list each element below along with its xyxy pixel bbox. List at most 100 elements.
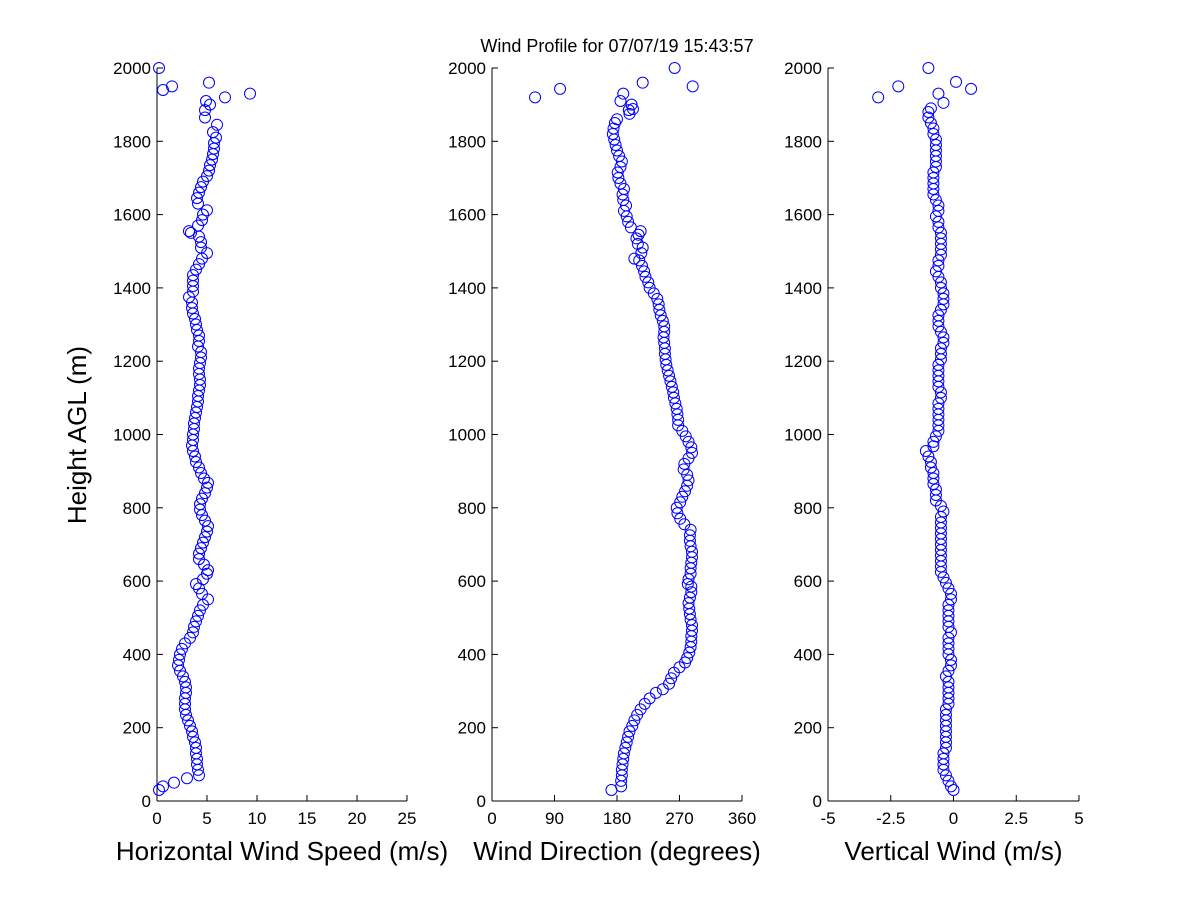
data-point <box>190 741 202 754</box>
data-point <box>652 298 665 311</box>
data-point <box>244 87 256 100</box>
data-point <box>649 686 662 699</box>
data-point <box>184 631 196 644</box>
data-point <box>934 276 947 289</box>
data-point <box>190 615 202 628</box>
data-point <box>668 62 681 74</box>
y-tick-label: 400 <box>794 645 822 664</box>
data-point <box>932 254 945 267</box>
data-point <box>934 347 947 360</box>
y-tick-label: 1800 <box>784 132 822 151</box>
data-point <box>194 498 206 511</box>
data-point <box>944 587 957 600</box>
y-tick-label: 1000 <box>113 426 151 445</box>
data-point <box>622 104 635 117</box>
data-point <box>927 466 940 479</box>
data-point <box>190 455 202 468</box>
data-point <box>609 138 622 151</box>
data-point <box>942 637 955 650</box>
data-point <box>665 380 678 393</box>
data-point <box>927 166 940 179</box>
data-point <box>628 714 641 727</box>
data-point <box>190 318 202 331</box>
data-point <box>942 604 955 617</box>
data-point <box>554 82 567 95</box>
chart-panel-1: 0 200 400 600 800 1000 1200 1400 1600 1800 2000 0 5 1… <box>113 59 448 866</box>
data-point <box>636 259 648 272</box>
chart-panel-3: 0 200 400 600 800 1000 1200 1400 1600 1800 2000 -5 -… <box>784 59 1084 866</box>
data-point <box>927 127 940 140</box>
data-point <box>157 780 169 793</box>
data-point <box>663 677 676 690</box>
x-tick-label: 270 <box>665 809 693 828</box>
data-point <box>950 75 963 88</box>
data-point <box>942 774 955 787</box>
data-point <box>681 652 694 665</box>
data-point <box>934 281 947 294</box>
data-point <box>924 461 937 474</box>
data-point <box>934 226 947 239</box>
data-point <box>932 204 945 217</box>
y-tick-label: 600 <box>794 572 822 591</box>
x-tick-label: 20 <box>348 809 367 828</box>
data-point <box>199 111 211 124</box>
data-point <box>937 96 950 109</box>
data-point <box>195 236 207 249</box>
data-point <box>643 281 656 294</box>
data-point <box>942 681 955 694</box>
data-point <box>924 116 937 129</box>
data-point <box>939 576 952 589</box>
y-tick-label: 600 <box>123 572 151 591</box>
data-point <box>199 531 211 544</box>
x-tick-label: 5 <box>1074 809 1083 828</box>
data-point <box>193 258 205 271</box>
data-point <box>932 358 945 371</box>
data-point <box>922 111 935 124</box>
data-point <box>929 483 942 496</box>
data-point <box>204 98 216 111</box>
data-point <box>153 784 165 797</box>
x-tick-label: 0 <box>487 809 496 828</box>
y-tick-label: 400 <box>458 645 486 664</box>
y-tick-label: 400 <box>123 645 151 664</box>
data-point <box>932 87 945 100</box>
data-point <box>932 402 945 415</box>
data-point <box>190 263 202 276</box>
data-point <box>927 122 940 135</box>
data-point <box>202 476 214 489</box>
y-tick-label: 1600 <box>448 206 486 225</box>
data-point <box>183 225 195 238</box>
data-point <box>947 784 960 797</box>
x-tick-label: 15 <box>298 809 317 828</box>
y-tick-label: 800 <box>123 499 151 518</box>
x-axis-label: Vertical Wind (m/s) <box>844 836 1062 866</box>
data-point <box>682 435 695 448</box>
data-point <box>929 133 942 146</box>
data-point <box>937 292 950 305</box>
y-tick-label: 1400 <box>448 279 486 298</box>
data-point <box>193 186 205 199</box>
data-point <box>166 80 178 93</box>
data-point <box>181 772 193 785</box>
data-point <box>193 547 205 560</box>
data-point <box>196 492 208 505</box>
data-point <box>203 76 215 89</box>
data-point <box>872 91 885 104</box>
data-point <box>620 199 633 212</box>
data-point <box>176 642 188 655</box>
data-point <box>927 435 940 448</box>
x-tick-label: 90 <box>545 809 564 828</box>
data-point <box>686 446 698 459</box>
data-point <box>185 226 197 239</box>
x-tick-label: 0 <box>152 809 161 828</box>
data-point <box>927 171 940 184</box>
figure-title: Wind Profile for 07/07/19 15:43:57 <box>480 36 753 56</box>
data-point <box>639 270 652 283</box>
data-point <box>677 463 690 476</box>
data-point <box>665 672 678 685</box>
data-point <box>924 455 937 468</box>
data-point <box>187 730 199 743</box>
y-tick-label: 1400 <box>784 279 822 298</box>
data-point <box>617 747 630 760</box>
